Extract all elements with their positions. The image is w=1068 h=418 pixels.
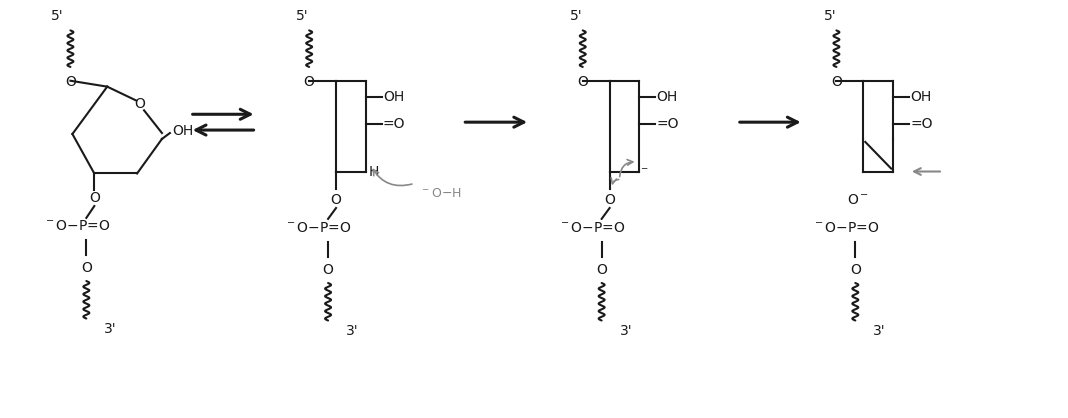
Text: O: O [604, 193, 615, 207]
Text: $^-$O−P=O: $^-$O−P=O [812, 221, 879, 235]
Text: O: O [850, 263, 861, 277]
Text: O: O [81, 261, 92, 275]
Text: H: H [368, 165, 379, 178]
Text: =O: =O [657, 117, 679, 131]
Text: $^-$: $^-$ [640, 165, 649, 178]
Text: 5': 5' [570, 9, 582, 23]
Text: OH: OH [172, 124, 193, 138]
Text: 3': 3' [874, 324, 885, 339]
Text: O: O [65, 75, 76, 89]
Text: =O: =O [382, 117, 405, 131]
Text: O: O [578, 75, 588, 89]
Text: $^-$O−H: $^-$O−H [420, 187, 461, 200]
Text: O$^-$: O$^-$ [847, 193, 869, 207]
Text: 5': 5' [50, 9, 63, 23]
Text: O: O [89, 191, 99, 205]
Text: =O: =O [910, 117, 932, 131]
Text: 3': 3' [105, 322, 116, 336]
Text: 5': 5' [823, 9, 836, 23]
Text: 5': 5' [296, 9, 309, 23]
Text: $^-$O−P=O: $^-$O−P=O [557, 221, 625, 235]
Text: O: O [596, 263, 607, 277]
Text: 3': 3' [346, 324, 359, 339]
Text: OH: OH [657, 89, 677, 104]
Text: O: O [323, 263, 333, 277]
Text: O: O [331, 193, 342, 207]
Text: $^-$O−P=O: $^-$O−P=O [284, 221, 351, 235]
Text: $^-$O−P=O: $^-$O−P=O [43, 219, 110, 233]
Text: O: O [303, 75, 315, 89]
Text: O: O [135, 97, 145, 112]
Text: OH: OH [910, 89, 931, 104]
Text: O: O [831, 75, 842, 89]
Text: OH: OH [382, 89, 404, 104]
Text: 3': 3' [619, 324, 632, 339]
